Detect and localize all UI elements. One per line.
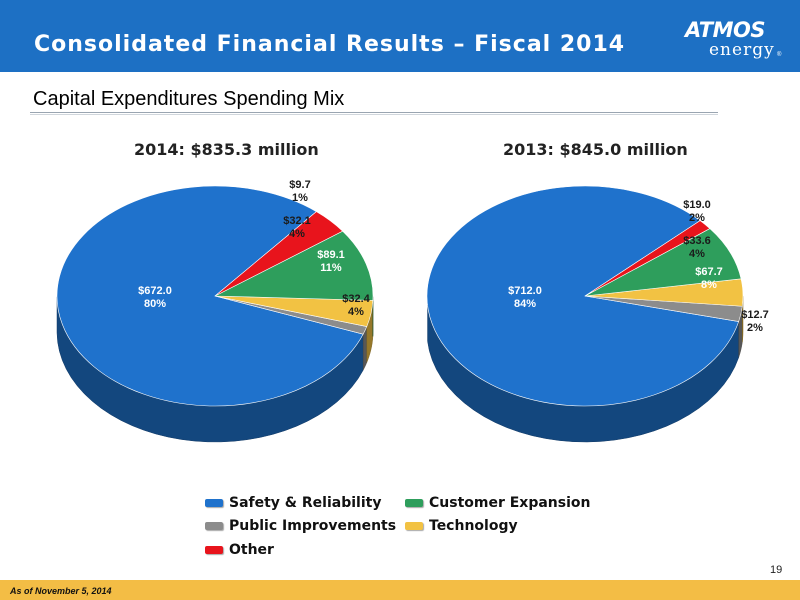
- pie-percent-label: 8%: [701, 279, 717, 291]
- pie-percent-label: 2%: [747, 322, 763, 334]
- pie-2014-title: 2014: $835.3 million: [134, 140, 319, 159]
- divider: [30, 112, 718, 113]
- page-number: 19: [770, 564, 783, 576]
- logo-registered-mark: ®: [777, 52, 782, 58]
- pie-data-label-other: $32.4 4%: [342, 293, 370, 318]
- pie-data-label-public-improvements: $9.7 1%: [289, 179, 310, 204]
- pie-value-label: $89.1: [317, 249, 345, 261]
- footer-note: As of November 5, 2014: [10, 586, 112, 596]
- pie-value-label: $12.7: [741, 309, 769, 321]
- logo-wordmark: ATMOS: [685, 18, 765, 42]
- pie-value-label: $33.6: [683, 235, 711, 247]
- pie-value-label: $67.7: [695, 266, 723, 278]
- pie-percent-label: 2%: [689, 212, 705, 224]
- section-subtitle: Capital Expenditures Spending Mix: [33, 88, 345, 110]
- pie-data-label-technology: $32.1 4%: [283, 215, 311, 240]
- pie-value-label: $672.0: [138, 285, 172, 297]
- pie-percent-label: 11%: [320, 262, 342, 274]
- pie-data-label-customer-expansion: $89.1 11%: [317, 249, 345, 274]
- pie-percent-label: 4%: [689, 248, 705, 260]
- pie-value-label: $712.0: [508, 285, 542, 297]
- pie-value-label: $32.4: [342, 293, 370, 305]
- logo-subtext: energy: [709, 40, 775, 60]
- atmos-energy-logo: ATMOS energy ®: [683, 18, 783, 64]
- pie-2014: $672.0 80%$9.7 1%$32.1 4%$89.1 11%$32.4 4%: [56, 179, 374, 443]
- pie-2013-title: 2013: $845.0 million: [503, 140, 688, 159]
- pie-value-label: $19.0: [683, 199, 711, 211]
- pie-value-label: $9.7: [289, 179, 310, 191]
- pie-percent-label: 84%: [514, 298, 536, 310]
- header-bar: Consolidated Financial Results – Fiscal …: [0, 0, 800, 72]
- pie-data-label-technology: $33.6 4%: [683, 235, 711, 260]
- pie-percent-label: 80%: [144, 298, 166, 310]
- pie-value-label: $32.1: [283, 215, 311, 227]
- footer-bar: As of November 5, 2014: [0, 580, 800, 600]
- page-title: Consolidated Financial Results – Fiscal …: [34, 32, 626, 57]
- pie-slice-other: [214, 211, 344, 297]
- pie-data-label-customer-expansion: $67.7 8%: [695, 266, 723, 291]
- pie-slice-other: [584, 220, 711, 297]
- pie-data-label-public-improvements: $19.0 2%: [683, 199, 711, 224]
- pie-slice-safety-reliability: [426, 185, 740, 407]
- pie-data-label-safety-reliability: $672.0 80%: [138, 285, 172, 310]
- divider-shadow: [30, 114, 718, 115]
- pie-percent-label: 4%: [348, 306, 364, 318]
- pie-percent-label: 4%: [289, 228, 305, 240]
- pie-2013: $712.0 84%$19.0 2%$33.6 4%$67.7 8%$12.7 2%: [426, 185, 769, 443]
- pie-slice-safety-reliability: [56, 185, 364, 407]
- pie-slice-customer-expansion: [214, 230, 374, 301]
- pie-percent-label: 1%: [292, 192, 308, 204]
- pie-data-label-other: $12.7 2%: [741, 309, 769, 334]
- pie-data-label-safety-reliability: $712.0 84%: [508, 285, 542, 310]
